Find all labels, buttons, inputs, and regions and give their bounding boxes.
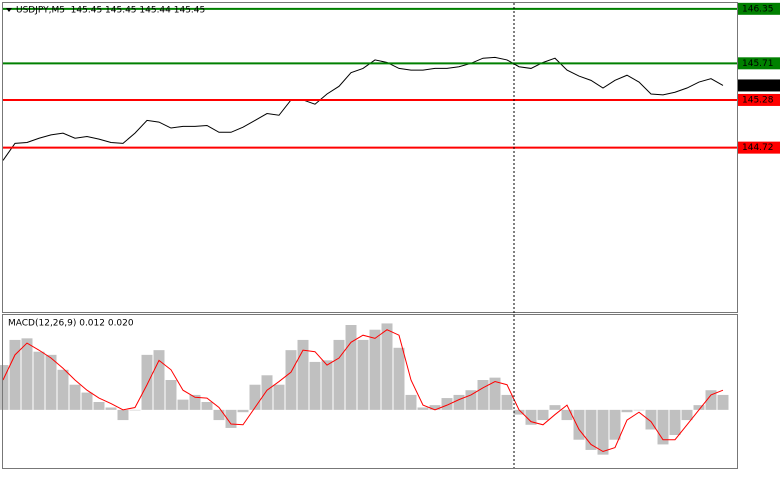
histogram-bar: [501, 394, 513, 410]
histogram-bar: [681, 409, 693, 421]
histogram-bar: [201, 402, 213, 410]
histogram-bar: [189, 394, 201, 410]
macd-title: MACD(12,26,9) 0.012 0.020: [8, 319, 134, 329]
histogram-bar: [657, 409, 669, 445]
level-label: 145.28: [742, 95, 774, 105]
histogram-bar: [129, 409, 141, 411]
histogram-bar: [261, 375, 273, 410]
histogram-bar: [669, 409, 681, 435]
level-label-box: [738, 141, 780, 154]
last-price-box: [738, 79, 780, 92]
histogram-bar: [381, 323, 393, 410]
histogram-bar: [237, 409, 249, 413]
level-label-box: [738, 93, 780, 106]
histogram-bar: [0, 365, 9, 410]
last-price-label: 145.45: [742, 81, 774, 91]
histogram-bar: [309, 361, 321, 410]
histogram-bar: [585, 409, 597, 450]
histogram-bar: [177, 399, 189, 410]
histogram-bar: [693, 405, 705, 410]
histogram-bar: [645, 409, 657, 430]
histogram-bar: [69, 384, 81, 410]
histogram-bar: [369, 329, 381, 410]
histogram-bar: [297, 339, 309, 410]
histogram-bar: [225, 409, 237, 428]
histogram-bar: [33, 351, 45, 410]
histogram-bar: [141, 354, 153, 410]
histogram-bar: [717, 394, 729, 410]
histogram-bar: [561, 409, 573, 421]
price-line: [2, 329, 724, 453]
histogram-bar: [549, 405, 561, 410]
histogram-bar: [441, 398, 453, 410]
histogram-bar: [405, 394, 417, 410]
price-line: [2, 56, 724, 161]
histogram-bar: [525, 409, 537, 425]
histogram-bar: [93, 402, 105, 410]
histogram-bar: [153, 350, 165, 410]
level-label: 145.71: [742, 59, 774, 69]
histogram-bar: [249, 384, 261, 410]
histogram-bar: [357, 339, 369, 410]
histogram-bar: [621, 409, 633, 413]
histogram-bar: [633, 409, 645, 411]
level-label-box: [738, 57, 780, 70]
price-title: USDJPY,M5 145.45 145.45 145.44 145.45: [16, 6, 205, 16]
symbol-icon: [6, 8, 12, 12]
histogram-bar: [285, 350, 297, 410]
histogram-bar: [213, 409, 225, 421]
histogram-bar: [573, 409, 585, 440]
level-label: 144.72: [742, 143, 774, 153]
histogram-bar: [453, 394, 465, 410]
macd-panel-frame: [2, 314, 738, 469]
histogram-bar: [81, 392, 93, 410]
histogram-bar: [537, 409, 549, 421]
histogram-bar: [489, 377, 501, 410]
histogram-bar: [9, 339, 21, 410]
level-label-box: [738, 2, 780, 15]
histogram-bar: [105, 407, 117, 410]
histogram-bar: [21, 338, 33, 410]
histogram-bar: [597, 409, 609, 455]
histogram-bar: [609, 409, 621, 440]
histogram-bar: [117, 409, 129, 421]
histogram-bar: [165, 380, 177, 410]
histogram-bar: [705, 390, 717, 410]
histogram-bar: [477, 380, 489, 410]
histogram-bar: [465, 390, 477, 410]
histogram-bar: [45, 354, 57, 410]
histogram-bar: [393, 347, 405, 410]
histogram-bar: [57, 369, 69, 410]
level-label: 146.35: [742, 4, 774, 14]
histogram-bar: [333, 339, 345, 410]
histogram-bar: [273, 384, 285, 410]
histogram-bar: [429, 405, 441, 410]
histogram-bar: [513, 409, 525, 415]
histogram-bar: [345, 325, 357, 410]
price-panel-frame: [2, 2, 738, 313]
histogram-bar: [417, 407, 429, 410]
histogram-bar: [321, 360, 333, 410]
